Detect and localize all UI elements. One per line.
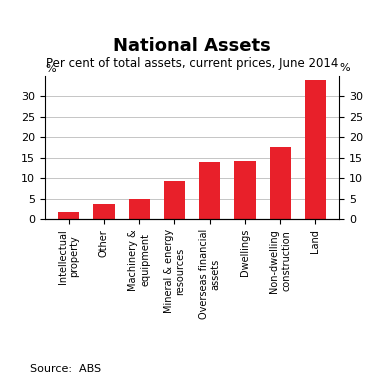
Text: %: % [339, 63, 350, 73]
Bar [270, 147, 291, 219]
Bar [234, 161, 256, 219]
Bar [93, 204, 115, 219]
Bar [164, 181, 185, 219]
Bar [129, 199, 150, 219]
Text: Per cent of total assets, current prices, June 2014: Per cent of total assets, current prices… [46, 57, 338, 70]
Bar [305, 80, 326, 219]
Text: %: % [46, 64, 56, 74]
Text: Source:  ABS: Source: ABS [30, 364, 101, 374]
Bar [58, 212, 79, 219]
Bar [199, 162, 220, 219]
Title: National Assets: National Assets [113, 37, 271, 54]
